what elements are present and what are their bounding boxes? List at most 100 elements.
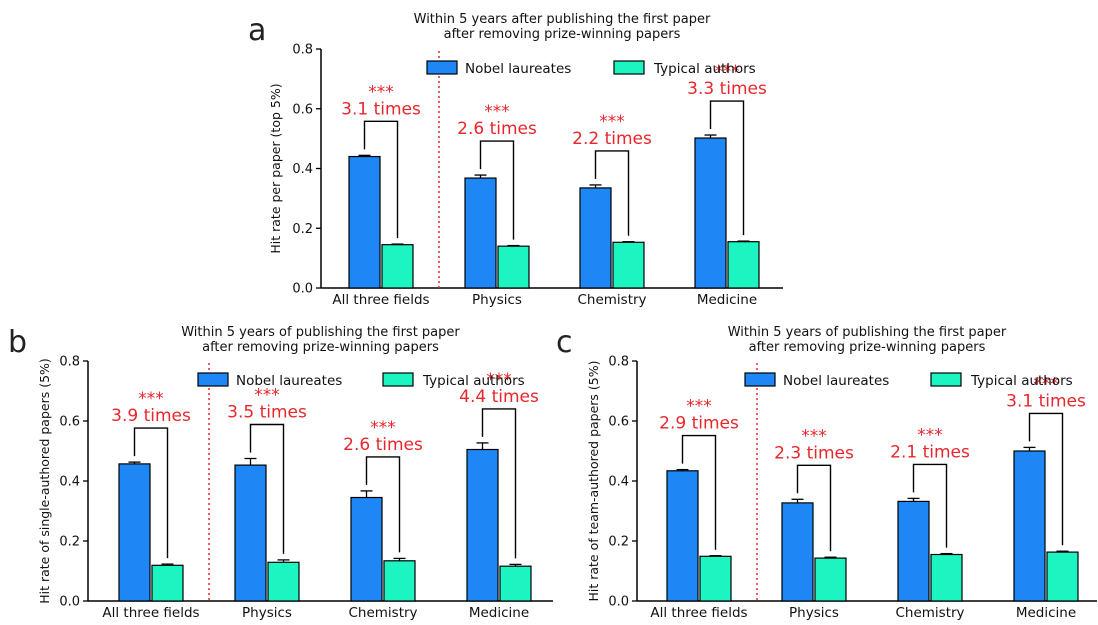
x-tick-label: Chemistry — [348, 605, 417, 621]
significance-stars: *** — [484, 102, 510, 122]
ratio-label: 3.1 times — [1006, 391, 1086, 411]
significance-bracket — [709, 100, 745, 236]
bar-typical — [499, 565, 532, 602]
x-tick-label: Chemistry — [895, 605, 964, 621]
significance-stars: *** — [686, 397, 712, 417]
significance-stars: *** — [801, 426, 827, 446]
legend-label-nobel: Nobel laureates — [465, 61, 571, 77]
legend-swatch-nobel — [197, 372, 229, 387]
bar-nobel — [897, 500, 930, 602]
bar-nobel — [666, 470, 699, 602]
x-tick-label: All three fields — [102, 605, 199, 621]
bar-typical — [381, 244, 414, 289]
significance-stars: *** — [138, 389, 164, 409]
legend-label-typical: Typical authors — [653, 61, 756, 77]
legend-swatch-typical — [382, 372, 414, 387]
ratio-label: 3.3 times — [687, 79, 767, 99]
bar-nobel — [694, 137, 727, 289]
y-tick-label: 0.0 — [59, 595, 80, 610]
ratio-label: 4.4 times — [459, 387, 539, 407]
y-axis-label: Hit rate of team-authored papers (5%) — [586, 360, 601, 601]
y-tick-label: 0.4 — [59, 475, 80, 490]
significance-bracket — [249, 423, 285, 554]
legend-swatch-nobel — [426, 60, 458, 75]
bar-typical — [612, 241, 645, 289]
significance-stars: *** — [714, 62, 740, 82]
bar-typical — [151, 564, 184, 602]
significance-stars: *** — [368, 82, 394, 102]
legend: Nobel laureates Typical authors — [197, 372, 525, 389]
y-tick-label: 0.6 — [608, 415, 629, 430]
chart-title-line-1: Within 5 years of publishing the first p… — [728, 325, 1007, 340]
legend: Nobel laureates Typical authors — [744, 372, 1073, 389]
legend-label-typical: Typical authors — [970, 373, 1073, 389]
ratio-label: 2.6 times — [343, 435, 423, 455]
chart-panel-c: c Within 5 years of publishing the first … — [556, 325, 1097, 621]
bar-nobel — [348, 155, 381, 289]
bar-nobel — [234, 464, 267, 602]
significance-bracket — [481, 408, 517, 559]
y-tick-label: 0.2 — [59, 535, 80, 550]
x-tick-label: All three fields — [650, 605, 747, 621]
significance-bracket — [365, 456, 401, 553]
y-tick-label: 0.8 — [608, 355, 629, 370]
bar-nobel — [1013, 450, 1046, 602]
panel-letter: a — [248, 13, 266, 48]
y-axis-label: Hit rate of single-authored papers (5%) — [37, 358, 52, 604]
ratio-label: 2.3 times — [774, 443, 854, 463]
x-tick-label: Chemistry — [577, 292, 646, 308]
significance-stars: *** — [254, 386, 280, 406]
bar-typical — [383, 560, 416, 602]
bar-typical — [1046, 551, 1079, 602]
legend-swatch-typical — [930, 372, 962, 387]
significance-bracket — [912, 463, 948, 548]
ratio-label: 3.1 times — [341, 99, 421, 119]
ratio-label: 2.1 times — [890, 442, 970, 462]
significance-stars: *** — [486, 370, 512, 390]
significance-stars: *** — [370, 418, 396, 438]
bar-typical — [699, 555, 732, 602]
bar-typical — [930, 553, 963, 602]
legend-swatch-typical — [613, 60, 645, 75]
significance-bracket — [594, 150, 630, 236]
x-tick-label: Medicine — [697, 292, 757, 308]
panel-letter: c — [556, 325, 573, 360]
x-tick-label: Medicine — [469, 605, 529, 621]
significance-bracket — [133, 427, 169, 559]
legend-label-nobel: Nobel laureates — [236, 373, 342, 389]
ratio-label: 3.9 times — [111, 406, 191, 426]
y-tick-label: 0.0 — [608, 595, 629, 610]
x-tick-label: Physics — [242, 605, 292, 621]
ratio-label: 2.2 times — [572, 129, 652, 149]
bar-typical — [497, 245, 530, 289]
y-tick-label: 0.6 — [59, 415, 80, 430]
legend-label-nobel: Nobel laureates — [783, 373, 889, 389]
significance-bracket — [1028, 412, 1064, 546]
significance-stars: *** — [1033, 374, 1059, 394]
bar-nobel — [118, 463, 151, 602]
x-tick-label: Medicine — [1016, 605, 1076, 621]
bar-nobel — [466, 448, 499, 602]
chart-title-line-2: after removing prize-winning papers — [202, 340, 439, 355]
significance-stars: *** — [599, 112, 625, 132]
legend-label-typical: Typical authors — [422, 373, 525, 389]
y-tick-label: 0.2 — [608, 535, 629, 550]
y-axis-label: Hit rate per paper (top 5%) — [268, 83, 283, 253]
significance-bracket — [681, 434, 717, 550]
ratio-label: 2.9 times — [659, 414, 739, 434]
ratio-label: 2.6 times — [457, 119, 537, 139]
x-tick-label: Physics — [472, 292, 522, 308]
ratio-label: 3.5 times — [227, 403, 307, 423]
x-tick-label: Physics — [789, 605, 839, 621]
chart-title-line-2: after removing prize-winning papers — [444, 27, 681, 42]
chart-title-line-2: after removing prize-winning papers — [749, 340, 986, 355]
bar-typical — [814, 557, 847, 602]
legend: Nobel laureates Typical authors — [426, 60, 756, 77]
bar-nobel — [579, 187, 612, 289]
chart-title-line-1: Within 5 years of publishing the first p… — [181, 325, 460, 340]
x-tick-label: All three fields — [332, 292, 429, 308]
significance-bracket — [363, 120, 399, 239]
bar-nobel — [781, 502, 814, 602]
y-tick-label: 0.8 — [292, 43, 313, 58]
